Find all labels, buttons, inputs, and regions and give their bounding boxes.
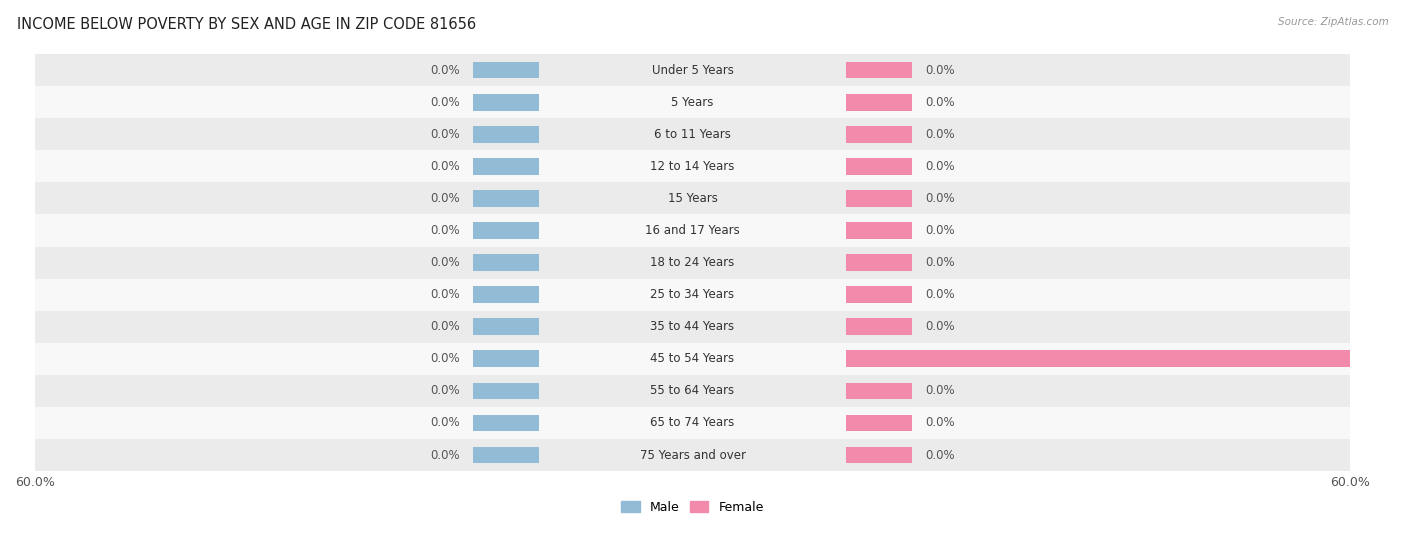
Bar bbox=[35, 54, 1350, 86]
Bar bbox=[846, 383, 911, 399]
Bar bbox=[35, 439, 1350, 471]
Text: 0.0%: 0.0% bbox=[925, 256, 955, 269]
Bar bbox=[846, 190, 911, 207]
Text: 0.0%: 0.0% bbox=[430, 416, 460, 430]
Text: Under 5 Years: Under 5 Years bbox=[651, 64, 734, 76]
Text: 0.0%: 0.0% bbox=[925, 95, 955, 109]
Text: 0.0%: 0.0% bbox=[925, 224, 955, 237]
Bar bbox=[846, 350, 1406, 367]
Text: 0.0%: 0.0% bbox=[430, 384, 460, 397]
Text: 0.0%: 0.0% bbox=[925, 160, 955, 173]
Bar bbox=[35, 343, 1350, 375]
Bar bbox=[35, 311, 1350, 343]
Bar bbox=[35, 375, 1350, 407]
Bar bbox=[35, 150, 1350, 182]
Text: 18 to 24 Years: 18 to 24 Years bbox=[651, 256, 735, 269]
Bar bbox=[474, 62, 538, 79]
Bar bbox=[474, 126, 538, 143]
Text: 0.0%: 0.0% bbox=[925, 384, 955, 397]
Bar bbox=[35, 214, 1350, 247]
Bar bbox=[474, 319, 538, 335]
Text: 65 to 74 Years: 65 to 74 Years bbox=[651, 416, 735, 430]
Text: 0.0%: 0.0% bbox=[925, 64, 955, 76]
Text: 0.0%: 0.0% bbox=[430, 320, 460, 333]
Text: 45 to 54 Years: 45 to 54 Years bbox=[651, 352, 734, 365]
Text: 6 to 11 Years: 6 to 11 Years bbox=[654, 128, 731, 141]
Text: 0.0%: 0.0% bbox=[925, 416, 955, 430]
Bar bbox=[35, 182, 1350, 214]
Text: 0.0%: 0.0% bbox=[430, 95, 460, 109]
Bar bbox=[474, 254, 538, 271]
Bar bbox=[474, 447, 538, 463]
Text: 0.0%: 0.0% bbox=[925, 192, 955, 205]
Bar bbox=[35, 407, 1350, 439]
Text: 0.0%: 0.0% bbox=[430, 288, 460, 301]
Text: 0.0%: 0.0% bbox=[430, 160, 460, 173]
Text: 0.0%: 0.0% bbox=[430, 352, 460, 365]
Bar bbox=[474, 190, 538, 207]
Bar bbox=[846, 415, 911, 431]
Bar bbox=[846, 126, 911, 143]
Text: 55 to 64 Years: 55 to 64 Years bbox=[651, 384, 734, 397]
Text: 0.0%: 0.0% bbox=[430, 224, 460, 237]
Legend: Male, Female: Male, Female bbox=[616, 496, 769, 519]
Text: 0.0%: 0.0% bbox=[430, 192, 460, 205]
Bar bbox=[846, 94, 911, 110]
Text: Source: ZipAtlas.com: Source: ZipAtlas.com bbox=[1278, 17, 1389, 27]
Text: 0.0%: 0.0% bbox=[430, 256, 460, 269]
Bar bbox=[35, 247, 1350, 278]
Text: 5 Years: 5 Years bbox=[671, 95, 714, 109]
Bar bbox=[474, 415, 538, 431]
Bar bbox=[474, 350, 538, 367]
Text: 16 and 17 Years: 16 and 17 Years bbox=[645, 224, 740, 237]
Bar bbox=[474, 383, 538, 399]
Bar bbox=[474, 158, 538, 175]
Text: 35 to 44 Years: 35 to 44 Years bbox=[651, 320, 734, 333]
Text: 25 to 34 Years: 25 to 34 Years bbox=[651, 288, 734, 301]
Bar bbox=[846, 254, 911, 271]
Bar bbox=[846, 319, 911, 335]
Text: INCOME BELOW POVERTY BY SEX AND AGE IN ZIP CODE 81656: INCOME BELOW POVERTY BY SEX AND AGE IN Z… bbox=[17, 17, 477, 32]
Bar bbox=[846, 286, 911, 303]
Text: 0.0%: 0.0% bbox=[925, 449, 955, 461]
Bar bbox=[474, 94, 538, 110]
Bar bbox=[474, 222, 538, 239]
Text: 0.0%: 0.0% bbox=[430, 449, 460, 461]
Bar bbox=[474, 286, 538, 303]
Text: 0.0%: 0.0% bbox=[925, 128, 955, 141]
Text: 0.0%: 0.0% bbox=[430, 128, 460, 141]
Text: 0.0%: 0.0% bbox=[925, 320, 955, 333]
Text: 0.0%: 0.0% bbox=[430, 64, 460, 76]
Bar bbox=[35, 278, 1350, 311]
Text: 12 to 14 Years: 12 to 14 Years bbox=[651, 160, 735, 173]
Bar bbox=[846, 62, 911, 79]
Text: 75 Years and over: 75 Years and over bbox=[640, 449, 745, 461]
Bar bbox=[846, 222, 911, 239]
Text: 52.0%: 52.0% bbox=[1358, 352, 1399, 365]
Bar bbox=[35, 118, 1350, 150]
Text: 15 Years: 15 Years bbox=[668, 192, 717, 205]
Bar bbox=[35, 86, 1350, 118]
Bar bbox=[846, 447, 911, 463]
Text: 0.0%: 0.0% bbox=[925, 288, 955, 301]
Bar bbox=[846, 158, 911, 175]
